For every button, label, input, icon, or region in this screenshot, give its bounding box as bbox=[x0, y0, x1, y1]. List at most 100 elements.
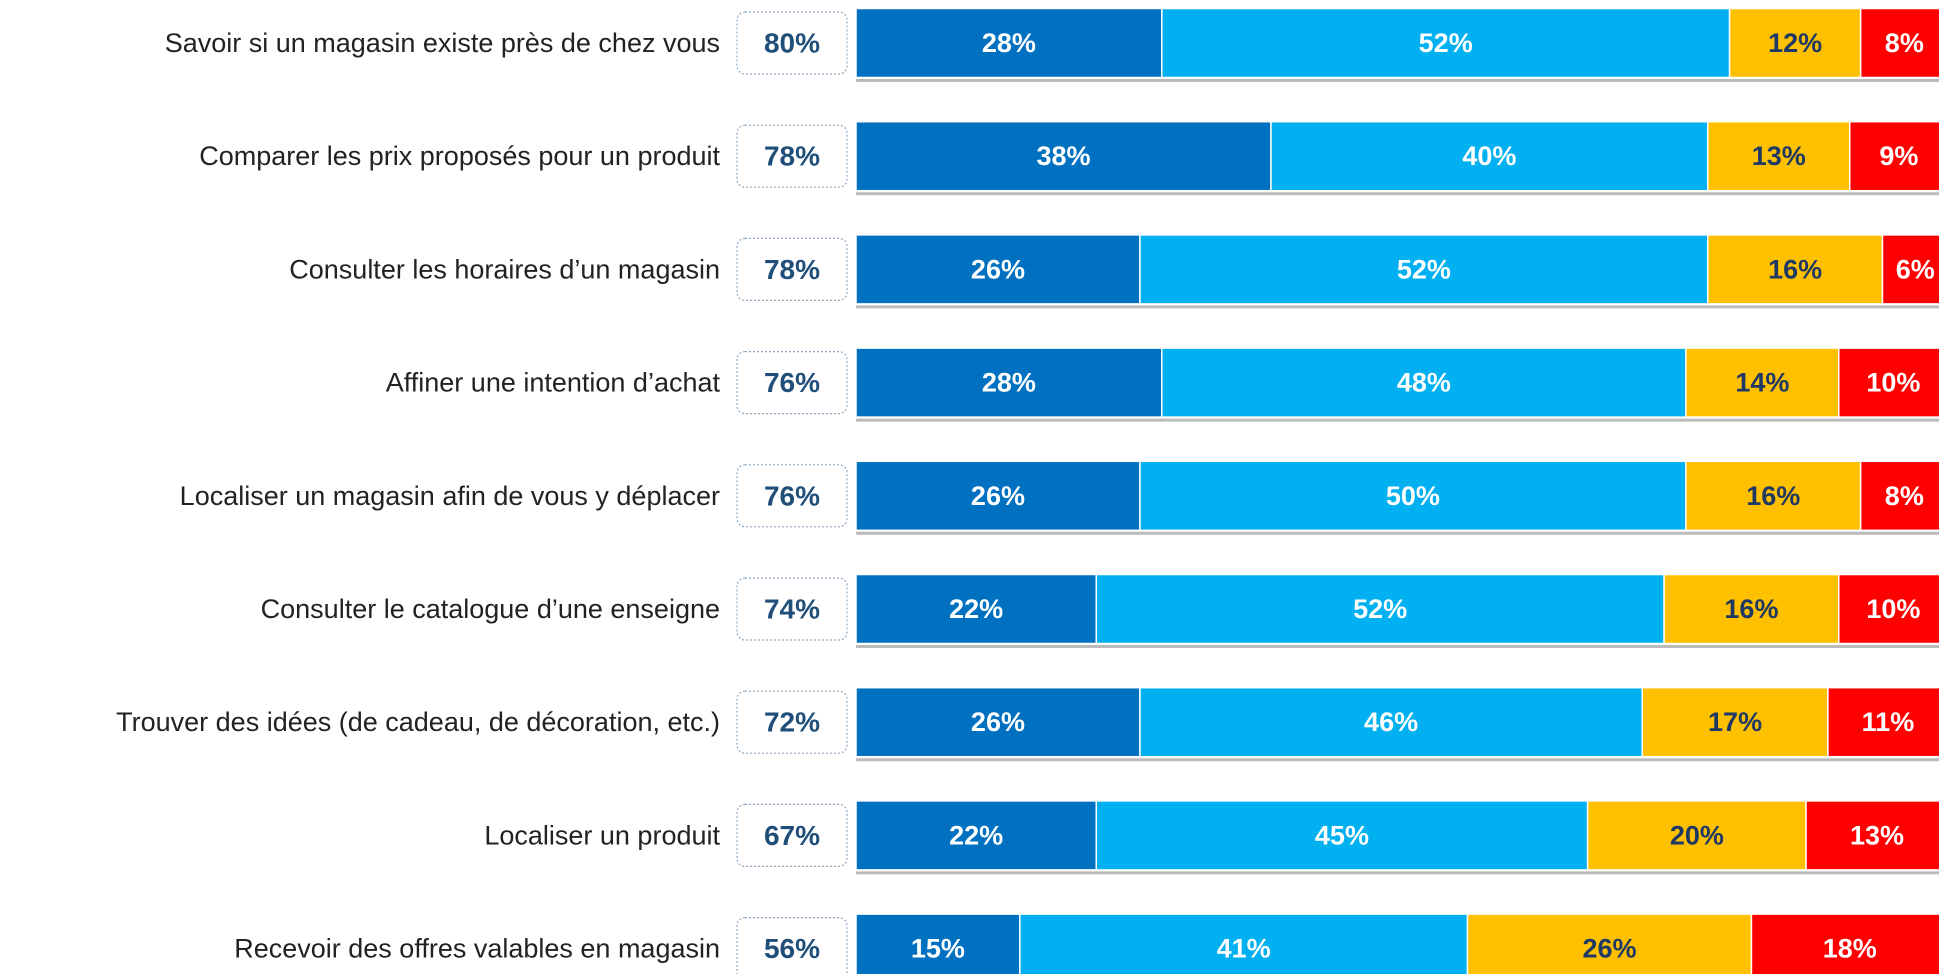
segment-label: 26% bbox=[971, 707, 1025, 737]
segment-label: 13% bbox=[1752, 141, 1806, 171]
segment-label: 50% bbox=[1386, 481, 1440, 511]
segment-label: 26% bbox=[971, 254, 1025, 284]
segment-label: 10% bbox=[1866, 594, 1920, 624]
bar-segment bbox=[1750, 913, 1939, 974]
segment-label: 28% bbox=[982, 28, 1036, 58]
total-box bbox=[736, 237, 848, 301]
segment-label: 46% bbox=[1364, 707, 1418, 737]
bar-segment bbox=[1859, 460, 1939, 532]
total-label: 67% bbox=[764, 820, 820, 851]
total-label: 78% bbox=[764, 254, 820, 285]
segment-label: 16% bbox=[1768, 254, 1822, 284]
segment-label: 8% bbox=[1885, 481, 1924, 511]
bar-segment bbox=[1707, 234, 1884, 305]
bar-segment bbox=[1139, 234, 1709, 305]
segment-label: 14% bbox=[1735, 368, 1789, 398]
segment-label: 10% bbox=[1866, 368, 1920, 398]
segment-label: 41% bbox=[1217, 934, 1271, 964]
total-label: 76% bbox=[764, 367, 820, 398]
segment-label: 15% bbox=[911, 934, 965, 964]
segment-label: 45% bbox=[1315, 820, 1369, 850]
segment-label: 6% bbox=[1896, 254, 1935, 284]
bar-segment bbox=[1161, 347, 1687, 418]
total-box bbox=[736, 917, 848, 974]
segment-label: 38% bbox=[1036, 141, 1090, 171]
total-box bbox=[736, 464, 848, 528]
total-box bbox=[736, 351, 848, 415]
segment-label: 22% bbox=[949, 820, 1003, 850]
segment-label: 17% bbox=[1708, 707, 1762, 737]
bar-segment bbox=[855, 120, 1272, 192]
segment-label: 9% bbox=[1879, 141, 1918, 171]
bar-segment bbox=[1728, 7, 1862, 79]
category-label: Localiser un produit bbox=[484, 820, 720, 850]
segment-label: 28% bbox=[982, 368, 1036, 398]
bar-segment bbox=[1139, 460, 1687, 532]
category-label: Affiner une intention d’achat bbox=[386, 368, 721, 398]
bar-segment bbox=[1663, 573, 1840, 645]
total-label: 56% bbox=[764, 933, 820, 964]
bar-segment bbox=[1848, 120, 1939, 192]
category-label: Consulter le catalogue d’une enseigne bbox=[261, 594, 720, 624]
category-label: Localiser un magasin afin de vous y dépl… bbox=[180, 481, 720, 511]
segment-label: 52% bbox=[1353, 594, 1407, 624]
segment-label: 16% bbox=[1746, 481, 1800, 511]
total-box bbox=[736, 803, 848, 868]
total-box bbox=[736, 11, 848, 75]
bar-segment bbox=[1707, 120, 1851, 192]
total-box bbox=[736, 577, 848, 641]
category-label: Recevoir des offres valables en magasin bbox=[234, 934, 720, 964]
bar-segment bbox=[1838, 347, 1939, 418]
total-label: 78% bbox=[764, 141, 820, 172]
bar-segment bbox=[1641, 686, 1829, 758]
segment-label: 22% bbox=[949, 594, 1003, 624]
category-label: Trouver des idées (de cadeau, de décorat… bbox=[116, 707, 720, 737]
bar-segment bbox=[1095, 800, 1589, 871]
total-box bbox=[736, 690, 848, 754]
bar-segment bbox=[855, 347, 1163, 418]
bar-segment bbox=[855, 686, 1141, 758]
bar-segment bbox=[1095, 573, 1665, 645]
segment-label: 40% bbox=[1462, 141, 1516, 171]
bar-segment bbox=[1881, 234, 1939, 305]
segment-label: 13% bbox=[1850, 820, 1904, 850]
total-label: 76% bbox=[764, 480, 820, 511]
segment-label: 26% bbox=[1582, 934, 1636, 964]
bar-segment bbox=[855, 460, 1141, 532]
bar-segment bbox=[855, 7, 1163, 79]
bar-segment bbox=[1466, 913, 1753, 974]
bar-segment bbox=[855, 913, 1021, 974]
bar-segment bbox=[1685, 347, 1840, 418]
bar-segment bbox=[1685, 460, 1862, 532]
segment-label: 18% bbox=[1823, 934, 1877, 964]
bar-segment bbox=[1586, 800, 1807, 871]
segment-label: 12% bbox=[1768, 28, 1822, 58]
segment-label: 8% bbox=[1885, 28, 1924, 58]
segment-label: 11% bbox=[1862, 707, 1915, 737]
segment-label: 26% bbox=[971, 481, 1025, 511]
bar-segment bbox=[1270, 120, 1709, 192]
segment-label: 48% bbox=[1397, 368, 1451, 398]
bar-segment bbox=[1859, 7, 1939, 79]
total-label: 74% bbox=[764, 594, 820, 625]
bar-segment bbox=[1838, 573, 1939, 645]
bar-segment bbox=[1019, 913, 1469, 974]
category-label: Savoir si un magasin existe près de chez… bbox=[165, 28, 720, 58]
bar-segment bbox=[855, 573, 1097, 645]
bar-segment bbox=[1805, 800, 1939, 871]
total-label: 72% bbox=[764, 707, 820, 738]
bar-segment bbox=[855, 234, 1141, 305]
bar-segment bbox=[1139, 686, 1643, 758]
category-label: Consulter les horaires d’un magasin bbox=[289, 254, 720, 284]
bar-segment bbox=[855, 800, 1097, 871]
segment-label: 52% bbox=[1397, 254, 1451, 284]
segment-label: 16% bbox=[1724, 594, 1778, 624]
total-label: 80% bbox=[764, 28, 820, 59]
bar-segment bbox=[1161, 7, 1731, 79]
category-label: Comparer les prix proposés pour un produ… bbox=[199, 141, 720, 171]
segment-label: 52% bbox=[1419, 28, 1473, 58]
total-box bbox=[736, 124, 848, 188]
segment-label: 20% bbox=[1670, 820, 1724, 850]
